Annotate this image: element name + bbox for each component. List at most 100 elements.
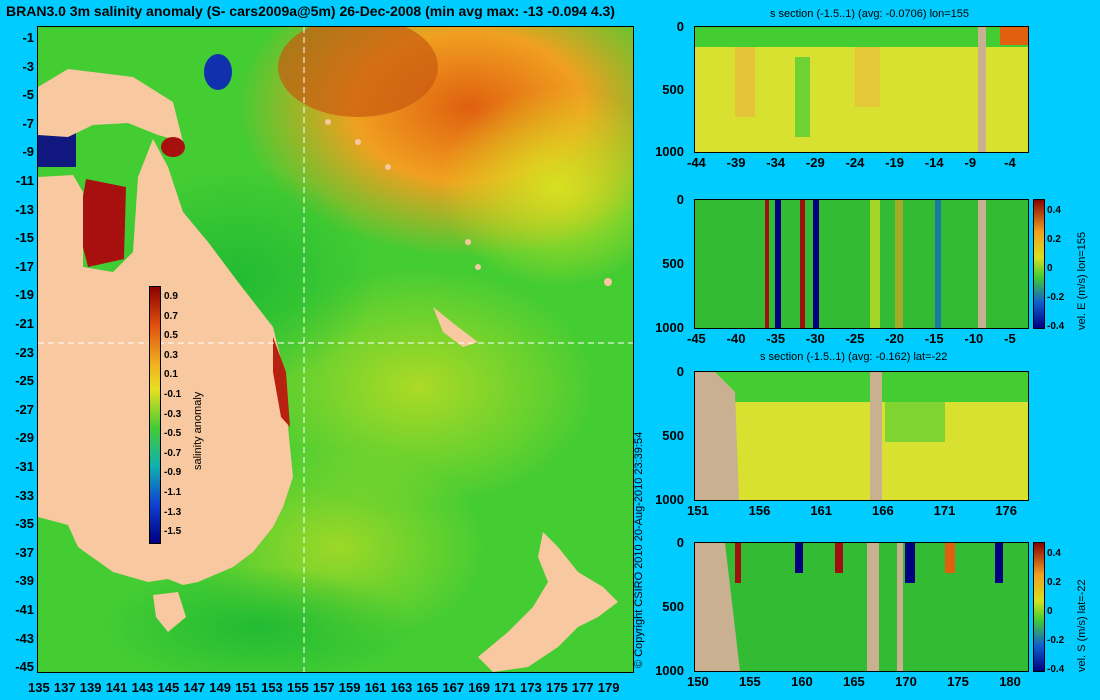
colorbar-tick-label: -0.3: [164, 408, 182, 420]
colorbar-tick-label: 0.9: [164, 291, 178, 302]
lon-tick-label: 155: [287, 680, 309, 695]
section-tick-label: -14: [924, 155, 944, 170]
section-tick-label: -45: [687, 331, 706, 346]
velocity-south-colorbar-label: vel. S (m/s) lat=-22: [1076, 579, 1088, 672]
lon-tick-label: 137: [53, 680, 76, 695]
lat-tick-label: -33: [15, 487, 34, 503]
lon-tick-label: 157: [312, 680, 335, 695]
section-tick-label: 170: [895, 674, 917, 689]
depth-tick-label: 0: [676, 364, 684, 379]
colorbar-tick-label: 0.3: [164, 349, 178, 361]
lon-tick-label: 135: [28, 680, 50, 695]
lat-tick-label: -19: [15, 287, 34, 303]
salinity-map: [37, 26, 634, 673]
section-tick-label: 155: [739, 674, 761, 689]
lat-tick-label: -31: [15, 459, 34, 474]
velocity-east-section-lon155: [694, 199, 1029, 329]
section-tick-label: 151: [687, 503, 709, 518]
section-tick-label: -40: [726, 331, 746, 346]
colorbar-tick-label: -1.3: [164, 506, 182, 518]
lat-tick-label: -1: [22, 30, 34, 45]
depth-tick-label: 1000: [655, 663, 684, 678]
depth-tick-label: 500: [662, 599, 684, 614]
colorbar-tick-label: 0: [1047, 263, 1053, 274]
colorbar-tick-label: -0.4: [1047, 664, 1065, 675]
salinity-section-lat-22: [694, 371, 1029, 501]
lon-tick-label: 169: [468, 680, 490, 695]
lon-tick-label: 179: [597, 680, 620, 695]
lon-tick-label: 165: [416, 680, 439, 695]
lon-tick-label: 167: [442, 680, 465, 695]
section-tick-label: -34: [766, 155, 786, 170]
lon-tick-label: 175: [546, 680, 568, 695]
lon-tick-label: 147: [183, 680, 206, 695]
lon-tick-label: 171: [494, 680, 516, 695]
colorbar-tick-label: -0.4: [1047, 321, 1065, 332]
section-tick-label: -30: [805, 331, 825, 346]
lat-tick-label: -9: [22, 144, 34, 160]
depth-tick-label: 0: [676, 19, 684, 34]
lat-tick-label: -25: [15, 373, 34, 389]
lat-tick-label: -11: [15, 173, 34, 188]
copyright-notice: © Copyright CSIRO 2010 20-Aug-2010 23:39…: [633, 431, 645, 668]
colorbar-tick-label: 0.1: [164, 369, 178, 381]
colorbar-tick-label: 0.5: [164, 330, 178, 342]
section-tick-label: -10: [964, 331, 984, 346]
lat-tick-label: -21: [15, 316, 34, 331]
section-tick-label: 166: [872, 503, 894, 518]
lon-tick-label: 153: [261, 680, 283, 695]
colorbar-tick-label: 0.7: [164, 310, 178, 322]
lat-tick-label: -3: [22, 58, 34, 74]
lat-tick-label: -7: [22, 115, 34, 131]
lon-tick-label: 145: [157, 680, 180, 695]
section-tick-label: 161: [810, 503, 833, 518]
salinity-section-lon155: [694, 26, 1029, 153]
colorbar-tick-label: -0.7: [164, 447, 182, 459]
lon-tick-label: 139: [79, 680, 102, 695]
section-tick-label: -44: [687, 155, 706, 170]
section-tick-label: 180: [999, 674, 1021, 689]
section-tick-label: 160: [791, 674, 813, 689]
depth-tick-label: 500: [662, 256, 684, 271]
depth-tick-label: 0: [676, 192, 684, 207]
colorbar-tick-label: -1.5: [164, 526, 182, 538]
lat-tick-label: -27: [15, 401, 34, 417]
lon-tick-label: 177: [571, 680, 594, 695]
section-tick-label: 171: [933, 503, 956, 518]
section-tick-label: 156: [748, 503, 771, 518]
colorbar-tick-label: -0.1: [164, 389, 182, 400]
lat-tick-label: -29: [15, 430, 34, 446]
section-tick-label: -19: [885, 155, 904, 170]
depth-tick-label: 500: [662, 428, 684, 443]
section-tick-label: -39: [726, 155, 746, 170]
colorbar-tick-label: 0.4: [1047, 548, 1061, 559]
section-tick-label: 175: [947, 674, 969, 689]
colorbar-tick-label: -0.2: [1047, 635, 1065, 646]
section-tick-label: -25: [845, 331, 865, 346]
section-tick-label: -20: [885, 331, 904, 346]
section-tick-label: -15: [924, 331, 944, 346]
section-tick-label: -29: [805, 155, 825, 170]
colorbar-tick-label: 0.2: [1047, 577, 1061, 588]
colorbar-tick-label: -0.9: [164, 467, 182, 479]
depth-tick-label: 1000: [655, 144, 684, 159]
lat-tick-label: -35: [15, 516, 34, 532]
colorbar-tick-label: -0.5: [164, 428, 182, 440]
lat-tick-label: -5: [22, 87, 34, 103]
depth-tick-label: 1000: [655, 492, 684, 507]
colorbar-tick-label: 0: [1047, 606, 1053, 617]
depth-tick-label: 1000: [655, 320, 684, 335]
colorbar-tick-label: -1.1: [164, 487, 182, 498]
lon-tick-label: 159: [338, 680, 361, 695]
velocity-east-colorbar-label: vel. E (m/s) lon=155: [1076, 231, 1088, 330]
salinity-colorbar: [149, 286, 161, 544]
lat-tick-label: -17: [15, 258, 34, 274]
lon-tick-label: 143: [131, 680, 154, 695]
section-tick-label: 150: [687, 674, 709, 689]
lon-tick-label: 163: [390, 680, 413, 695]
section-tick-label: -24: [845, 155, 865, 170]
depth-tick-label: 500: [662, 81, 684, 97]
lon-tick-label: 149: [209, 680, 231, 695]
panel-3-title: s section (-1.5..1) (avg: -0.162) lat=-2…: [760, 351, 948, 363]
lat-tick-label: -43: [15, 630, 34, 646]
